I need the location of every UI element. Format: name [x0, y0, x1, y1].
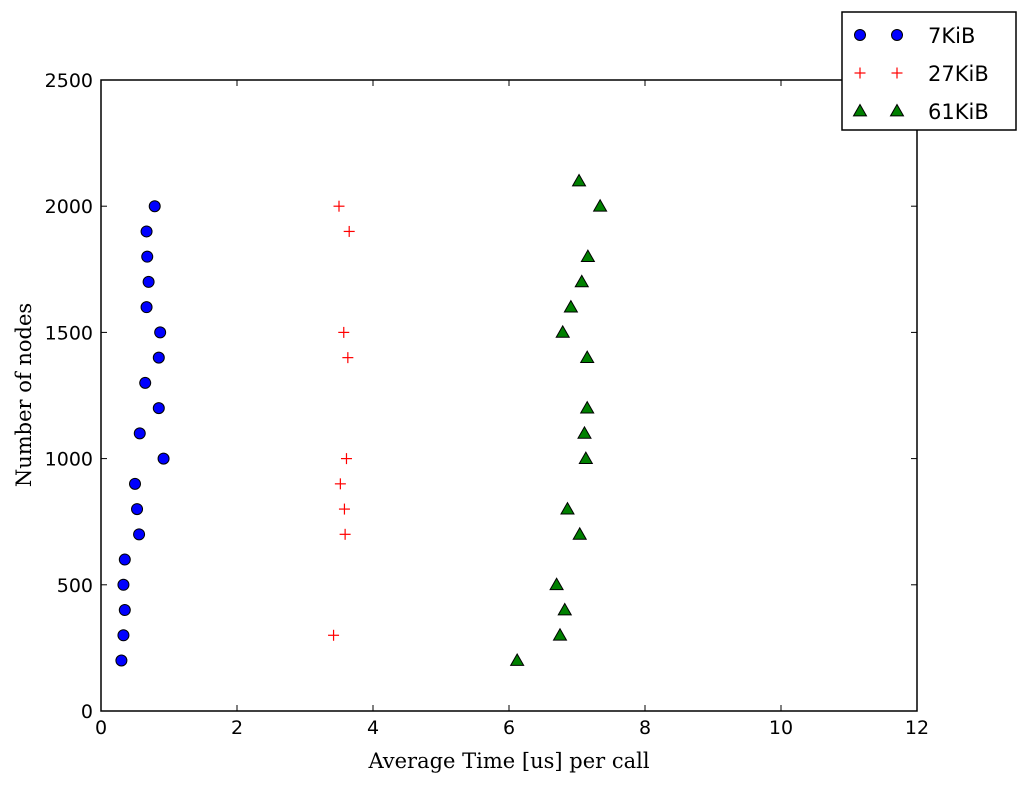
x-tick-label: 8: [639, 717, 651, 739]
data-point: [555, 324, 571, 338]
data-point: [574, 274, 590, 288]
y-tick-label: 1500: [45, 322, 93, 344]
data-point: [118, 604, 131, 617]
data-point: [328, 629, 340, 641]
y-tick-label: 2500: [45, 70, 93, 92]
y-tick-label: 500: [57, 575, 93, 597]
legend-item: 61KiB: [852, 100, 989, 124]
legend: 7KiB 27KiB 61KiB: [841, 11, 1017, 131]
data-point: [142, 275, 155, 288]
legend-marker: [891, 67, 903, 79]
x-tick-label: 6: [503, 717, 515, 739]
legend-marker: [854, 67, 866, 79]
data-point: [115, 654, 128, 667]
data-point: [117, 629, 130, 642]
data-point: [140, 225, 153, 238]
data-point: [580, 249, 596, 263]
data-point: [572, 526, 588, 540]
x-axis-label: Average Time [us] per call: [367, 749, 649, 773]
data-point: [117, 578, 130, 591]
legend-label: 7KiB: [928, 24, 975, 48]
y-axis-label: Number of nodes: [12, 303, 36, 487]
legend-label: 27KiB: [928, 62, 989, 86]
legend-marker: [889, 103, 905, 117]
x-tick-label: 0: [95, 717, 107, 739]
data-point: [148, 200, 161, 213]
y-tick-label: 2000: [45, 196, 93, 218]
x-tick-label: 10: [769, 717, 793, 739]
series-7KiB: [115, 200, 170, 667]
data-point: [152, 351, 165, 364]
data-point: [549, 577, 564, 591]
data-point: [592, 198, 608, 212]
data-point: [343, 225, 355, 237]
data-point: [342, 352, 354, 364]
data-point: [338, 326, 350, 338]
y-tick-label: 0: [81, 701, 93, 723]
data-point: [552, 627, 568, 641]
data-point: [141, 250, 154, 263]
data-point: [334, 478, 346, 490]
data-point: [131, 503, 144, 516]
data-point: [133, 427, 146, 440]
data-point: [563, 299, 579, 313]
data-point: [338, 503, 350, 515]
x-tick-label: 4: [367, 717, 379, 739]
data-point: [340, 453, 352, 465]
legend-box: [841, 11, 1017, 131]
data-point: [560, 501, 575, 515]
data-point: [578, 451, 594, 464]
legend-marker: [854, 29, 866, 41]
legend-label: 61KiB: [928, 100, 989, 124]
series-61KiB: [509, 173, 608, 666]
data-point: [118, 553, 131, 566]
data-point: [557, 602, 573, 616]
data-point: [129, 477, 141, 490]
data-point: [571, 173, 587, 187]
data-point: [333, 200, 345, 212]
axis-ticks: 0 2 4 6 8 10 12 0 500 1000 1500 2000 2500: [45, 70, 929, 739]
data-points: [115, 173, 608, 667]
data-point: [133, 528, 146, 541]
legend-marker: [852, 103, 868, 117]
data-point: [139, 376, 152, 389]
series-27KiB: [328, 200, 355, 641]
data-point: [579, 400, 595, 414]
data-point: [577, 425, 592, 439]
legend-item: 7KiB: [854, 24, 975, 48]
data-point: [157, 452, 170, 465]
data-point: [140, 301, 153, 314]
data-point: [152, 402, 165, 415]
data-point: [339, 528, 351, 540]
plot-area: [100, 79, 918, 712]
data-point: [579, 350, 595, 364]
legend-item: 27KiB: [854, 62, 989, 86]
x-tick-label: 2: [231, 717, 243, 739]
legend-marker: [891, 29, 903, 41]
y-tick-label: 1000: [45, 449, 93, 471]
data-point: [509, 653, 525, 666]
data-point: [154, 326, 167, 339]
x-tick-label: 12: [905, 717, 929, 739]
